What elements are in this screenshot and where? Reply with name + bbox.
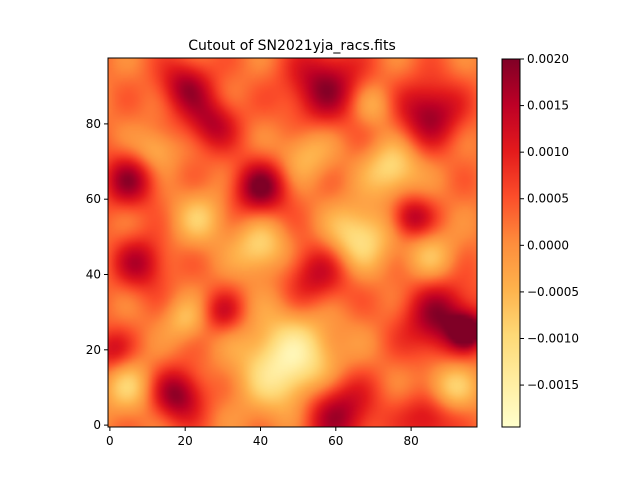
y-tick-label: 40 [86,268,101,282]
colorbar: 0.0020 0.0015 0.0010 0.0005 0.0000 −0.0005 −0.… [501,52,579,428]
y-tick-label: 20 [86,343,101,357]
x-tick-label: 80 [403,434,418,448]
x-axis-ticks: 0 20 40 60 80 [106,427,419,448]
heatmap-plot-area [107,57,478,428]
colorbar-ticks: 0.0020 0.0015 0.0010 0.0005 0.0000 −0.0005 −0.… [520,52,579,392]
colorbar-tick-label: 0.0015 [527,99,569,113]
y-axis-ticks: 0 20 40 60 80 [86,117,108,432]
plot-frame [107,57,478,428]
colorbar-tick-label: −0.0015 [527,378,579,392]
x-tick-label: 0 [106,434,114,448]
colorbar-tick-label: −0.0005 [527,285,579,299]
colorbar-tick-label: 0.0020 [527,52,569,66]
x-tick-label: 60 [328,434,343,448]
x-tick-label: 40 [253,434,268,448]
colorbar-tick-label: −0.0010 [527,331,579,345]
chart-title: Cutout of SN2021yja_racs.fits [188,38,396,54]
colorbar-frame [501,58,521,428]
y-tick-label: 0 [93,418,101,432]
x-tick-label: 20 [178,434,193,448]
colorbar-tick-label: 0.0005 [527,192,569,206]
colorbar-gradient [502,59,520,427]
y-tick-label: 60 [86,192,101,206]
colorbar-tick-label: 0.0000 [527,238,569,252]
colorbar-tick-label: 0.0010 [527,145,569,159]
y-tick-label: 80 [86,117,101,131]
heatmap-image [108,58,477,427]
